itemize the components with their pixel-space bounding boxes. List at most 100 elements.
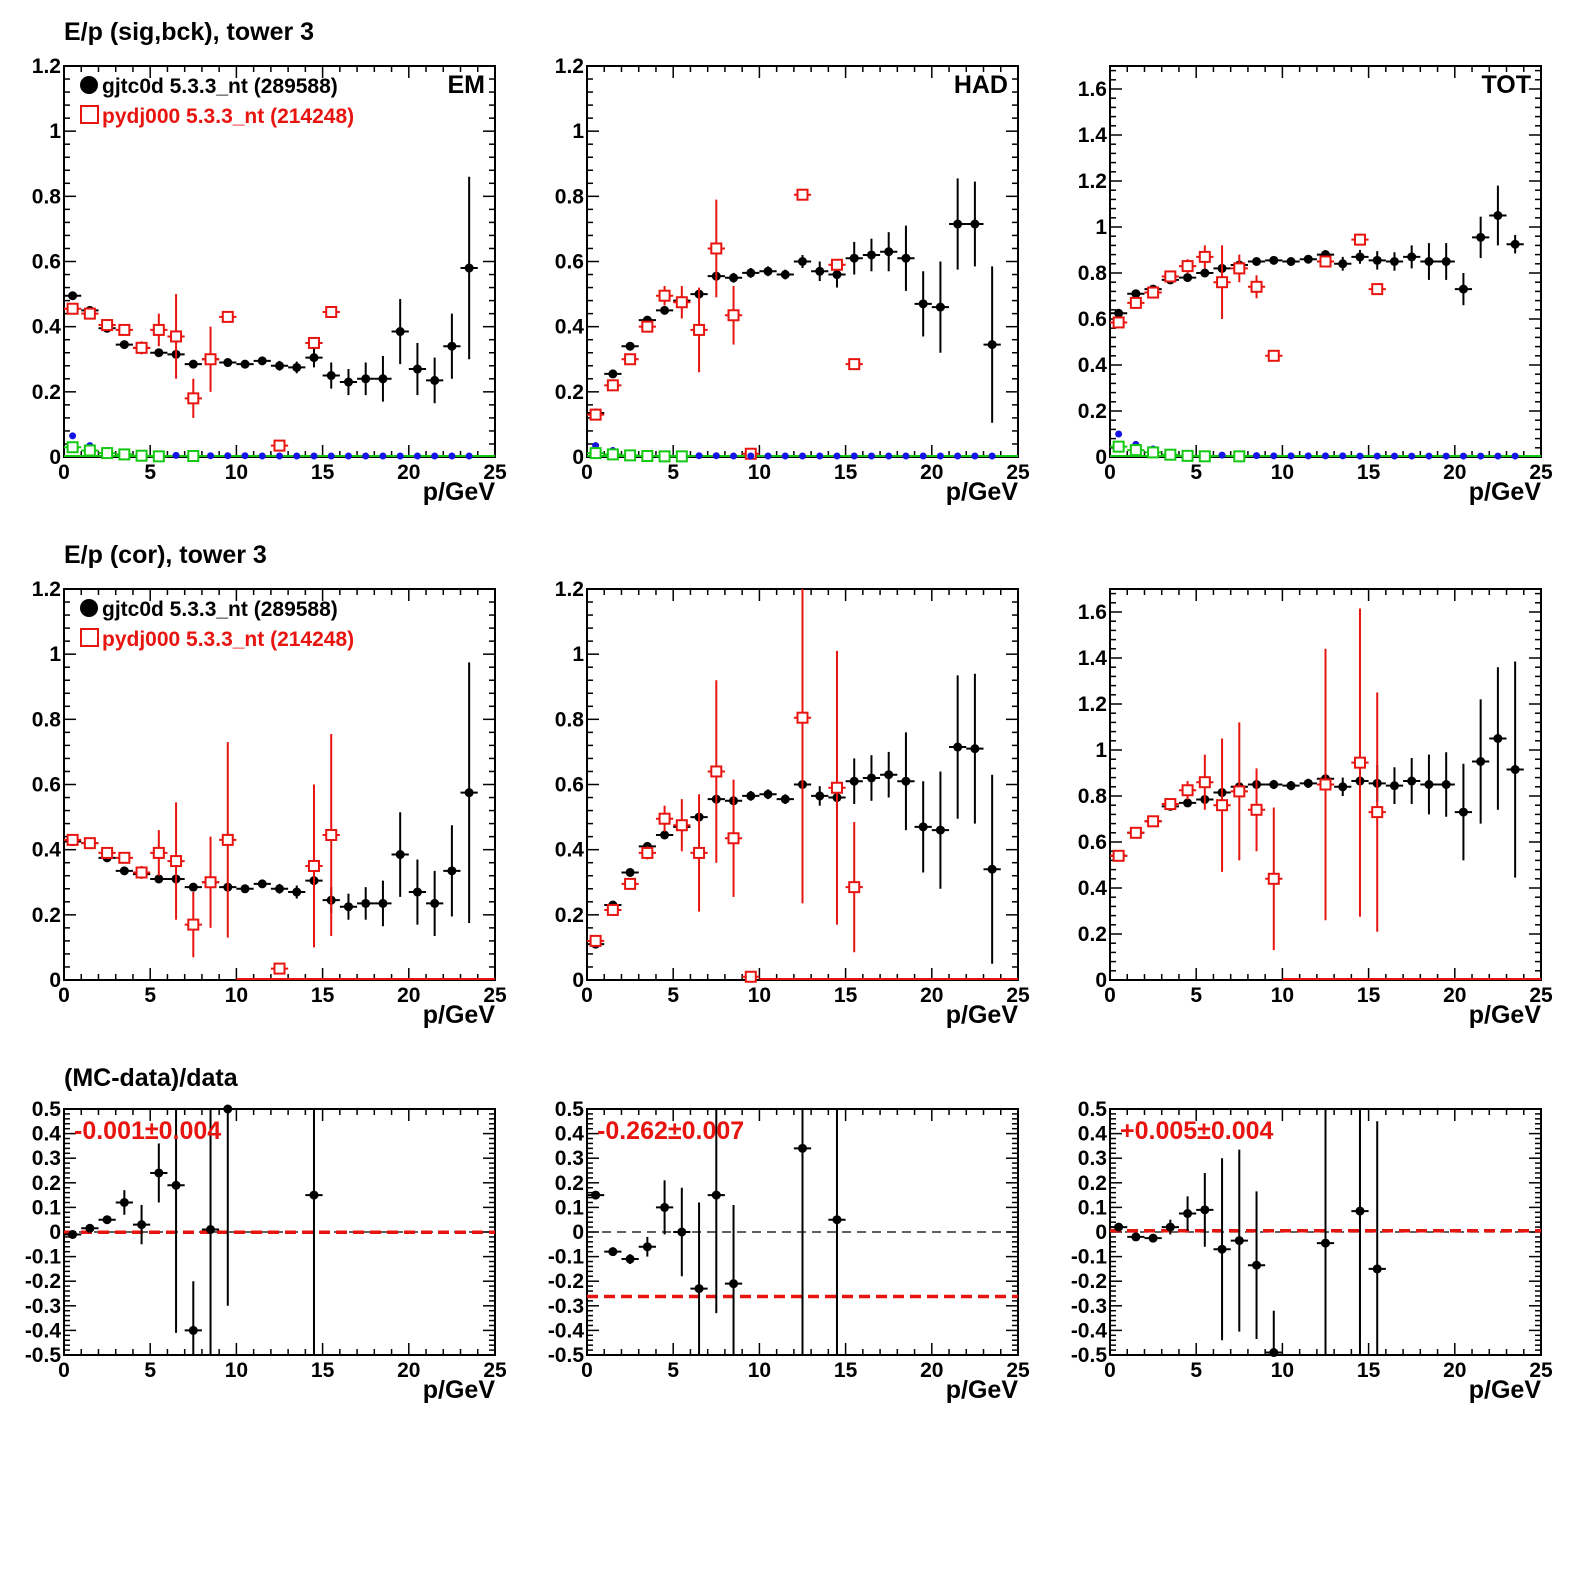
data-point xyxy=(1286,781,1296,791)
y-tick-label: 0.8 xyxy=(32,708,62,731)
legend-marker-data xyxy=(80,599,98,617)
data-point xyxy=(1441,780,1451,789)
mc-point xyxy=(66,441,79,454)
data-point xyxy=(1303,254,1313,264)
background-point xyxy=(207,452,215,460)
data-point xyxy=(642,1242,652,1252)
mc-point xyxy=(221,310,234,323)
mc-point xyxy=(693,846,706,859)
data-point xyxy=(85,1223,95,1233)
legend-label-mc: pydj000 5.3.3_nt (214248) xyxy=(102,628,354,651)
x-tick-label: 10 xyxy=(225,984,248,1007)
y-tick-label: -0.4 xyxy=(25,1319,62,1342)
y-tick-label: 0.1 xyxy=(32,1196,62,1219)
background-point xyxy=(885,452,893,460)
mc-point xyxy=(1147,286,1160,299)
x-tick-label: 5 xyxy=(1190,461,1202,484)
mc-point xyxy=(273,439,286,452)
mc-point xyxy=(1181,449,1194,462)
y-tick-label: 0 xyxy=(572,969,584,992)
data-point xyxy=(987,864,997,874)
y-tick-label: 0 xyxy=(49,1221,61,1244)
y-tick-label: 0.4 xyxy=(555,316,585,339)
background-point xyxy=(902,452,910,460)
y-tick-label: 0.8 xyxy=(555,185,585,208)
background-point xyxy=(1304,452,1312,460)
mc-point xyxy=(589,408,602,421)
panel-2 xyxy=(1109,65,1542,463)
y-tick-label: 1.2 xyxy=(32,578,61,601)
background-point xyxy=(276,452,283,460)
y-tick-label: 0.8 xyxy=(1078,262,1108,285)
mc-point xyxy=(135,449,148,462)
background-point xyxy=(781,452,789,460)
y-tick-label: 1.2 xyxy=(1078,693,1107,716)
mc-point xyxy=(1164,270,1177,283)
data-point xyxy=(677,1227,687,1237)
mc-point xyxy=(1353,233,1366,246)
x-tick-label: 15 xyxy=(834,1359,858,1382)
x-tick-label: 5 xyxy=(1190,1359,1202,1382)
x-tick-label: 15 xyxy=(311,1359,335,1382)
background-point xyxy=(1511,452,1519,460)
y-tick-label: 0 xyxy=(49,969,61,992)
background-point xyxy=(310,452,318,460)
panel-label: TOT xyxy=(1481,71,1531,99)
data-point xyxy=(464,263,474,273)
mc-point xyxy=(641,450,654,463)
x-tick-label: 25 xyxy=(1006,1359,1030,1382)
x-tick-label: 25 xyxy=(483,1359,507,1382)
mc-point xyxy=(658,812,671,825)
x-tick-label: 20 xyxy=(397,1359,420,1382)
mc-point xyxy=(1250,803,1263,816)
y-tick-label: 0.8 xyxy=(1078,785,1108,808)
x-tick-label: 5 xyxy=(144,461,156,484)
data-point xyxy=(1476,757,1486,766)
y-tick-label: 1 xyxy=(572,120,584,143)
data-point xyxy=(1269,255,1279,265)
legend-label-data: gjtc0d 5.3.3_nt (289588) xyxy=(102,598,338,621)
mc-point xyxy=(1198,250,1211,263)
data-point xyxy=(240,359,250,369)
data-point xyxy=(257,879,267,889)
data-point xyxy=(1510,239,1520,249)
mc-point xyxy=(1147,446,1160,459)
mc-point xyxy=(1250,280,1263,293)
mc-point xyxy=(710,242,723,255)
x-tick-label: 25 xyxy=(1006,984,1030,1007)
data-point xyxy=(918,822,928,832)
y-tick-label: 1.2 xyxy=(1078,170,1107,193)
y-tick-label: 0.6 xyxy=(32,774,61,797)
y-tick-label: -0.1 xyxy=(25,1246,62,1269)
data-point xyxy=(292,887,302,897)
background-point xyxy=(971,452,979,460)
mc-point xyxy=(796,188,809,201)
data-point xyxy=(464,788,474,798)
y-tick-label: 1 xyxy=(49,643,61,666)
fit-result-text: +0.005±0.004 xyxy=(1120,1117,1274,1145)
x-tick-label: 10 xyxy=(748,984,771,1007)
mc-point xyxy=(1233,450,1246,463)
mc-point xyxy=(848,881,861,894)
mc-point xyxy=(1198,450,1211,463)
data-point xyxy=(987,340,997,350)
data-point xyxy=(102,1215,112,1225)
x-tick-label: 10 xyxy=(1271,984,1294,1007)
x-axis-label: p/GeV xyxy=(423,478,496,506)
background-point xyxy=(1253,452,1261,460)
panel-8 xyxy=(1109,1108,1542,1358)
x-tick-label: 5 xyxy=(1190,984,1202,1007)
data-point xyxy=(361,898,371,908)
legend-marker-mc xyxy=(80,628,99,647)
data-point xyxy=(1165,1222,1175,1232)
y-tick-label: -0.3 xyxy=(1071,1295,1107,1318)
data-point xyxy=(1269,1348,1279,1358)
data-point xyxy=(1321,1238,1330,1248)
data-point xyxy=(625,341,635,351)
row-title-sig-bck: E/p (sig,bck), tower 3 xyxy=(64,18,315,46)
data-point xyxy=(292,362,302,372)
y-tick-label: 0.2 xyxy=(32,904,61,927)
y-tick-label: 0.4 xyxy=(555,839,585,862)
data-point xyxy=(1217,1244,1227,1254)
data-point xyxy=(935,825,945,835)
